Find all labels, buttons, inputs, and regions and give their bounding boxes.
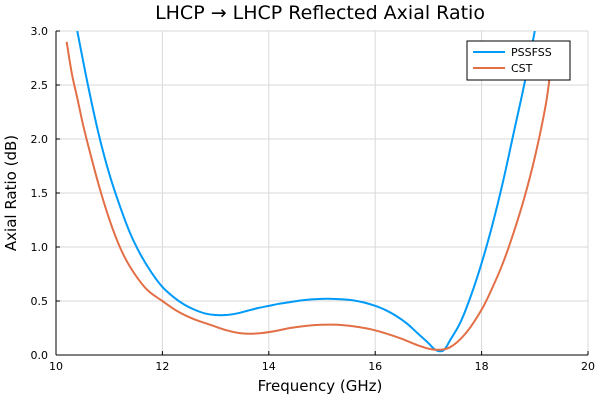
x-tick-label: 16	[368, 360, 382, 373]
series-lines	[65, 31, 552, 353]
legend-label-cst: CST	[511, 62, 533, 75]
tick-labels: 10 12 14 16 18 20 0.0 0.5 1.0 1.5 2.0 2.5 3.0	[31, 25, 596, 373]
series-line-pssfss	[76, 31, 536, 353]
y-axis-title: Axial Ratio (dB)	[2, 135, 20, 251]
y-tick-label: 0.5	[31, 295, 49, 308]
legend-label-pssfss: PSSFSS	[511, 46, 552, 59]
chart-title: LHCP → LHCP Reflected Axial Ratio	[155, 2, 485, 24]
x-tick-label: 20	[581, 360, 595, 373]
y-tick-label: 1.5	[31, 187, 49, 200]
y-tick-label: 1.0	[31, 241, 49, 254]
x-tick-label: 10	[49, 360, 63, 373]
legend-box	[466, 40, 571, 81]
x-axis-title: Frequency (GHz)	[258, 377, 383, 395]
x-tick-label: 18	[475, 360, 489, 373]
series-line-cst	[65, 41, 552, 351]
y-tick-label: 0.0	[31, 349, 49, 362]
legend: PSSFSS CST	[466, 40, 571, 81]
x-tick-label: 14	[262, 360, 276, 373]
y-tick-label: 3.0	[31, 25, 49, 38]
y-tick-label: 2.0	[31, 133, 49, 146]
x-tick-label: 12	[155, 360, 169, 373]
y-tick-label: 2.5	[31, 79, 49, 92]
axes	[55, 30, 589, 356]
